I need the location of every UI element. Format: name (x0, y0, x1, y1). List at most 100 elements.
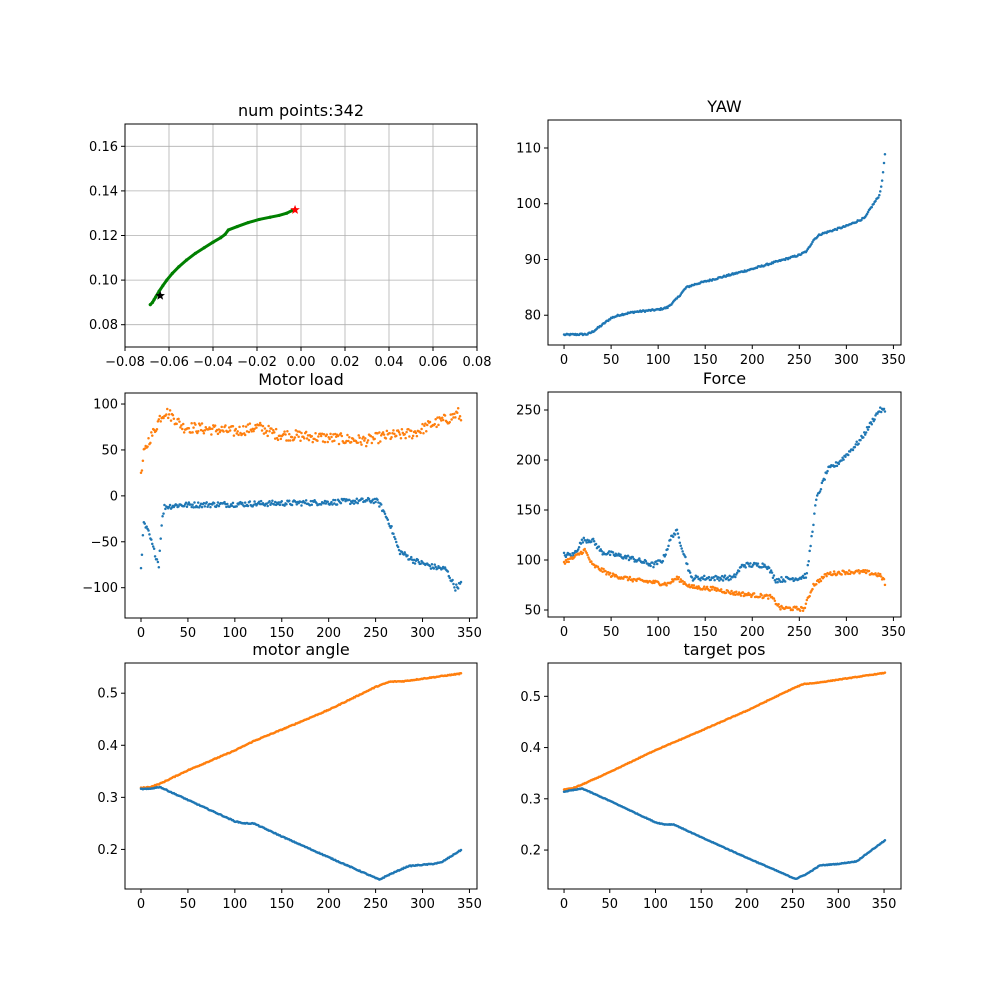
data-point (590, 540, 593, 544)
data-point (779, 608, 782, 611)
data-point (874, 199, 877, 203)
axes-frame (547, 391, 902, 618)
series-orange (562, 547, 887, 612)
y-tick-label: 100 (516, 554, 541, 569)
trajectory-point (148, 303, 152, 307)
data-point (880, 179, 884, 182)
x-tick-label: −0.02 (237, 355, 277, 370)
data-point (187, 501, 191, 504)
data-point (877, 196, 880, 199)
data-point (315, 501, 318, 505)
data-point (270, 501, 273, 505)
data-point (736, 593, 740, 596)
data-point (333, 439, 336, 443)
x-tick-label: 0.06 (419, 355, 448, 370)
data-point (217, 428, 221, 431)
data-point (274, 427, 278, 431)
data-point (397, 548, 401, 552)
data-point (238, 425, 241, 429)
data-point (203, 429, 207, 432)
data-point (228, 429, 232, 432)
data-point (252, 503, 255, 507)
data-point (191, 503, 194, 506)
data-point (734, 575, 737, 579)
data-point (260, 429, 264, 432)
data-point (675, 575, 679, 579)
data-point (840, 573, 843, 576)
data-point (853, 445, 857, 449)
data-point (228, 505, 232, 508)
y-tick-label: −50 (91, 535, 118, 550)
plot-area (562, 671, 887, 881)
data-point (376, 498, 379, 502)
data-point (600, 567, 603, 570)
x-tick-label: 0 (137, 626, 145, 641)
data-point (411, 434, 415, 438)
data-point (311, 440, 314, 444)
data-point (205, 501, 208, 504)
data-point (762, 596, 765, 599)
data-point (333, 502, 336, 505)
data-point (772, 597, 776, 600)
data-point (253, 427, 256, 431)
data-point (288, 439, 292, 442)
trajectory-point (193, 251, 197, 255)
data-point (216, 432, 220, 436)
data-point (248, 500, 252, 503)
data-point (664, 553, 667, 556)
data-point (387, 522, 390, 525)
data-point (588, 558, 591, 561)
axes-frame (547, 662, 902, 890)
data-point (703, 574, 706, 578)
data-point (212, 501, 216, 505)
x-tick-label: 300 (834, 353, 859, 368)
data-point (376, 432, 379, 435)
x-tick-label: 350 (881, 625, 906, 640)
data-point (325, 433, 329, 436)
data-point (651, 561, 654, 564)
data-point (739, 565, 743, 569)
data-point (804, 576, 808, 579)
data-point (390, 525, 393, 528)
chart-title: Motor load (258, 370, 344, 389)
data-point (866, 210, 870, 214)
data-point (628, 575, 632, 579)
data-point (882, 407, 886, 411)
data-point (305, 437, 309, 440)
series-blue (562, 153, 887, 337)
data-point (257, 423, 261, 427)
data-point (743, 563, 746, 567)
data-point (366, 439, 370, 442)
data-point (385, 429, 389, 433)
data-point (167, 413, 171, 416)
data-point (328, 437, 331, 441)
data-point (199, 428, 203, 432)
data-point (819, 487, 823, 491)
x-tick-label: 200 (734, 897, 759, 912)
data-point (209, 505, 212, 509)
data-point (424, 422, 427, 425)
data-point (883, 583, 887, 587)
data-point (324, 502, 328, 505)
data-point (198, 504, 202, 507)
data-point (285, 439, 288, 442)
data-point (652, 579, 655, 583)
data-point (419, 431, 422, 435)
data-point (419, 562, 422, 565)
data-point (799, 577, 803, 581)
data-point (365, 499, 369, 502)
data-point (749, 593, 752, 596)
data-point (693, 577, 697, 580)
trajectory-point (152, 298, 156, 302)
data-point (235, 505, 238, 508)
data-point (456, 407, 460, 410)
data-point (425, 430, 428, 433)
data-point (873, 418, 876, 421)
data-point (653, 581, 656, 585)
data-point (869, 421, 873, 424)
data-point (857, 569, 860, 572)
data-point (323, 499, 327, 503)
data-point (747, 562, 750, 566)
trajectory-point (257, 217, 261, 222)
chart-motor_angle: 0 50 100 150 200 250 300 350 0.2 0.3 0.4 0.5 motor a… (97, 640, 482, 912)
